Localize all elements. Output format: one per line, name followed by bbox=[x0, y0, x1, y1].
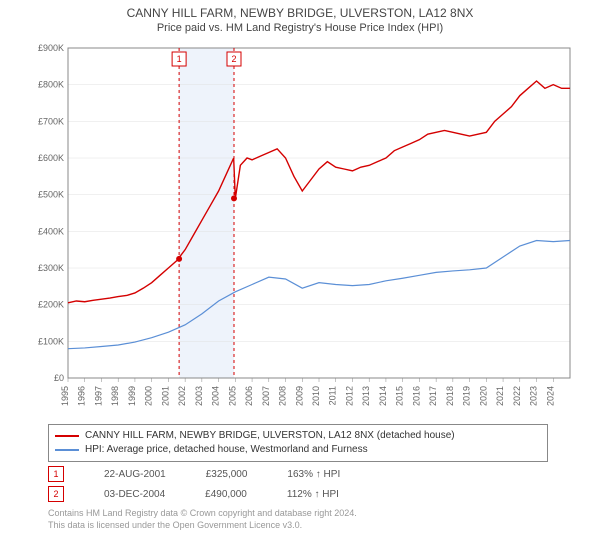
svg-text:£300K: £300K bbox=[38, 263, 64, 273]
svg-text:2014: 2014 bbox=[378, 386, 388, 406]
svg-text:1999: 1999 bbox=[127, 386, 137, 406]
chart-subtitle: Price paid vs. HM Land Registry's House … bbox=[0, 20, 600, 38]
chart-area: £0 £100K £200K £300K £400K £500K £600K £700K £80… bbox=[20, 38, 580, 418]
svg-text:2001: 2001 bbox=[160, 386, 170, 406]
footer-line: Contains HM Land Registry data © Crown c… bbox=[48, 508, 600, 520]
legend-label: HPI: Average price, detached house, West… bbox=[85, 443, 368, 457]
svg-text:1995: 1995 bbox=[60, 386, 70, 406]
svg-text:2007: 2007 bbox=[261, 386, 271, 406]
svg-text:£200K: £200K bbox=[38, 300, 64, 310]
legend-label: CANNY HILL FARM, NEWBY BRIDGE, ULVERSTON… bbox=[85, 429, 455, 443]
svg-text:£900K: £900K bbox=[38, 43, 64, 53]
svg-text:2019: 2019 bbox=[462, 386, 472, 406]
svg-text:2023: 2023 bbox=[529, 386, 539, 406]
svg-text:2016: 2016 bbox=[411, 386, 421, 406]
svg-text:2015: 2015 bbox=[395, 386, 405, 406]
sale-delta: 112% ↑ HPI bbox=[287, 489, 339, 500]
svg-text:1997: 1997 bbox=[93, 386, 103, 406]
svg-text:2011: 2011 bbox=[328, 386, 338, 405]
svg-text:1996: 1996 bbox=[77, 386, 87, 406]
legend: CANNY HILL FARM, NEWBY BRIDGE, ULVERSTON… bbox=[48, 424, 548, 462]
svg-text:2002: 2002 bbox=[177, 386, 187, 406]
svg-text:2: 2 bbox=[231, 54, 236, 64]
svg-text:2012: 2012 bbox=[344, 386, 354, 406]
svg-text:2004: 2004 bbox=[211, 386, 221, 406]
svg-text:1998: 1998 bbox=[110, 386, 120, 406]
sale-marker-icon: 2 bbox=[48, 486, 64, 502]
legend-swatch bbox=[55, 435, 79, 437]
svg-text:£100K: £100K bbox=[38, 336, 64, 346]
svg-text:2010: 2010 bbox=[311, 386, 321, 406]
legend-row: CANNY HILL FARM, NEWBY BRIDGE, ULVERSTON… bbox=[55, 429, 541, 443]
svg-text:2006: 2006 bbox=[244, 386, 254, 406]
footer-line: This data is licensed under the Open Gov… bbox=[48, 520, 600, 532]
svg-text:2021: 2021 bbox=[495, 386, 505, 406]
sale-marker-icon: 1 bbox=[48, 466, 64, 482]
svg-text:2003: 2003 bbox=[194, 386, 204, 406]
svg-text:2005: 2005 bbox=[227, 386, 237, 406]
svg-text:2017: 2017 bbox=[428, 386, 438, 406]
sale-row: 2 03-DEC-2004 £490,000 112% ↑ HPI bbox=[48, 486, 600, 502]
svg-text:2022: 2022 bbox=[512, 386, 522, 406]
svg-text:2000: 2000 bbox=[144, 386, 154, 406]
svg-text:£600K: £600K bbox=[38, 153, 64, 163]
legend-row: HPI: Average price, detached house, West… bbox=[55, 443, 541, 457]
svg-text:2008: 2008 bbox=[278, 386, 288, 406]
svg-text:£400K: £400K bbox=[38, 226, 64, 236]
svg-text:1: 1 bbox=[177, 54, 182, 64]
svg-text:£700K: £700K bbox=[38, 116, 64, 126]
chart-title: CANNY HILL FARM, NEWBY BRIDGE, ULVERSTON… bbox=[0, 0, 600, 20]
footer-attribution: Contains HM Land Registry data © Crown c… bbox=[48, 508, 600, 531]
sale-price: £490,000 bbox=[205, 489, 247, 500]
line-chart-svg: £0 £100K £200K £300K £400K £500K £600K £700K £80… bbox=[20, 38, 580, 418]
sale-price: £325,000 bbox=[206, 469, 248, 480]
svg-text:2024: 2024 bbox=[545, 386, 555, 406]
sale-delta: 163% ↑ HPI bbox=[287, 469, 340, 480]
svg-text:2009: 2009 bbox=[294, 386, 304, 406]
svg-text:£800K: £800K bbox=[38, 80, 64, 90]
chart-container: CANNY HILL FARM, NEWBY BRIDGE, ULVERSTON… bbox=[0, 0, 600, 560]
legend-swatch bbox=[55, 449, 79, 451]
sale-date: 03-DEC-2004 bbox=[104, 489, 165, 500]
sale-row: 1 22-AUG-2001 £325,000 163% ↑ HPI bbox=[48, 466, 600, 482]
svg-text:£0: £0 bbox=[54, 373, 64, 383]
svg-text:£500K: £500K bbox=[38, 190, 64, 200]
sale-date: 22-AUG-2001 bbox=[104, 469, 166, 480]
svg-text:2013: 2013 bbox=[361, 386, 371, 406]
svg-text:2018: 2018 bbox=[445, 386, 455, 406]
svg-text:2020: 2020 bbox=[478, 386, 488, 406]
